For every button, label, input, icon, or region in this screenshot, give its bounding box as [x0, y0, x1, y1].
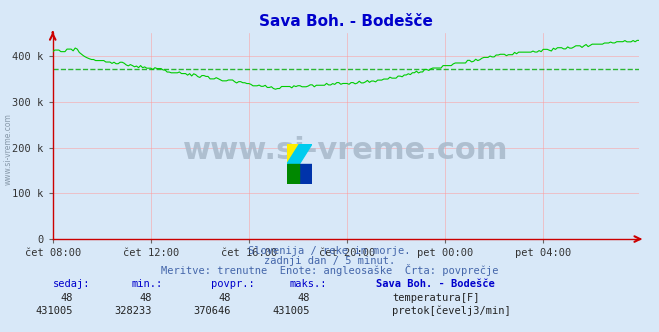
Text: Slovenija / reke in morje.: Slovenija / reke in morje. — [248, 246, 411, 256]
Text: 431005: 431005 — [35, 306, 72, 316]
Polygon shape — [287, 144, 312, 164]
Text: Meritve: trenutne  Enote: angleosaške  Črta: povprečje: Meritve: trenutne Enote: angleosaške Črt… — [161, 264, 498, 276]
Polygon shape — [299, 164, 312, 184]
Text: min.:: min.: — [132, 279, 163, 289]
Text: 48: 48 — [297, 293, 310, 303]
Polygon shape — [287, 164, 299, 184]
Text: 370646: 370646 — [193, 306, 231, 316]
Text: temperatura[F]: temperatura[F] — [392, 293, 480, 303]
Text: 48: 48 — [218, 293, 231, 303]
Text: 328233: 328233 — [114, 306, 152, 316]
Text: 431005: 431005 — [272, 306, 310, 316]
Text: pretok[čevelj3/min]: pretok[čevelj3/min] — [392, 305, 511, 316]
Polygon shape — [287, 144, 299, 164]
Text: www.si-vreme.com: www.si-vreme.com — [183, 136, 509, 165]
Text: povpr.:: povpr.: — [211, 279, 254, 289]
Text: 48: 48 — [139, 293, 152, 303]
Text: zadnji dan / 5 minut.: zadnji dan / 5 minut. — [264, 256, 395, 266]
Text: www.si-vreme.com: www.si-vreme.com — [3, 114, 13, 185]
Text: sedaj:: sedaj: — [53, 279, 90, 289]
Title: Sava Boh. - Bodešče: Sava Boh. - Bodešče — [259, 14, 433, 29]
Text: Sava Boh. - Bodešče: Sava Boh. - Bodešče — [376, 279, 494, 289]
Text: 48: 48 — [60, 293, 72, 303]
Text: maks.:: maks.: — [290, 279, 328, 289]
Polygon shape — [287, 164, 299, 184]
